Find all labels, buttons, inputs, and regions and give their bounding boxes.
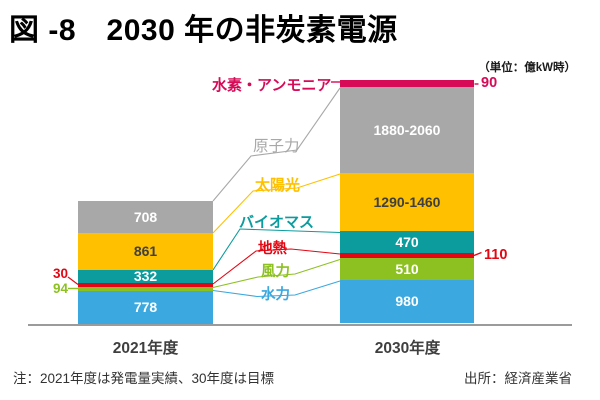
stacked-bar-2021年度: 708 861 332 778 xyxy=(78,201,213,324)
stacked-bar-2030年度: 1880-2060 1290-1460 470 510 980 xyxy=(340,80,474,323)
segment-hydro: 980 xyxy=(340,279,474,323)
segment-value: 1880-2060 xyxy=(373,121,441,138)
segment-geothermal xyxy=(78,283,213,287)
series-label-nuclear: 原子力 xyxy=(253,137,300,155)
segment-wind: 510 xyxy=(340,258,474,280)
series-label-hydrogen-ammonia: 水素・アンモニア xyxy=(212,77,332,94)
segment-hydrogen_ammonia xyxy=(340,80,474,87)
segment-value: 778 xyxy=(133,299,158,316)
series-label-wind: 風力 xyxy=(261,263,290,280)
segment-value: 510 xyxy=(395,260,419,277)
segment-wind xyxy=(78,286,213,291)
segment-nuclear: 1880-2060 xyxy=(340,86,474,173)
series-label-geothermal: 地熱 xyxy=(258,240,287,257)
segment-solar: 861 xyxy=(78,233,213,270)
segment-geothermal xyxy=(340,252,474,258)
x-axis-line xyxy=(28,323,572,326)
value-label-geothermal-2021: 30 xyxy=(52,265,68,281)
segment-value: 708 xyxy=(133,209,158,225)
leader-value-110 xyxy=(473,251,482,257)
source-note: 出所：経済産業省 xyxy=(464,371,572,386)
segment-solar: 1290-1460 xyxy=(340,172,474,231)
leader-value-30 xyxy=(67,276,79,285)
category-label-2021: 2021年度 xyxy=(112,340,179,357)
segment-value: 332 xyxy=(133,268,158,285)
segment-value: 1290-1460 xyxy=(373,193,441,210)
segment-value: 861 xyxy=(133,243,158,260)
segment-value: 980 xyxy=(395,293,419,310)
series-label-biomass: バイオマス xyxy=(239,213,315,231)
series-label-solar: 太陽光 xyxy=(255,176,301,194)
segment-nuclear: 708 xyxy=(78,201,213,233)
series-label-hydro: 水力 xyxy=(261,286,290,303)
value-label-geothermal-2030: 110 xyxy=(484,246,508,263)
footnote: 注：2021年度は発電量実績、30年度は目標 xyxy=(13,371,275,386)
category-label-2030: 2030年度 xyxy=(374,340,441,357)
segment-biomass: 332 xyxy=(78,268,213,285)
value-label-wind-2021: 94 xyxy=(52,280,68,296)
segment-hydro: 778 xyxy=(78,290,213,324)
segment-value: 470 xyxy=(395,233,419,250)
segment-biomass: 470 xyxy=(340,231,474,253)
unit-label: （単位：億kW時） xyxy=(478,62,576,74)
value-label-hydrogen-2030: 90 xyxy=(481,75,498,91)
page-title: 図 -8 2030 年の非炭素電源 xyxy=(9,14,398,47)
